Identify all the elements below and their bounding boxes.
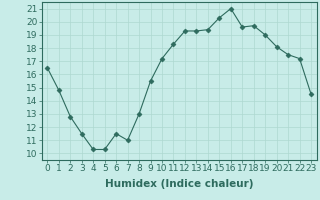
X-axis label: Humidex (Indice chaleur): Humidex (Indice chaleur) <box>105 179 253 189</box>
